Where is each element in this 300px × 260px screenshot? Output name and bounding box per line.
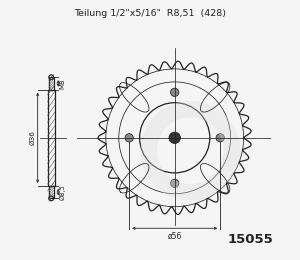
Circle shape — [170, 179, 179, 187]
Bar — [49, 186, 53, 198]
Text: Teilung 1/2"x5/16"  R8,51  (428): Teilung 1/2"x5/16" R8,51 (428) — [74, 9, 226, 18]
Circle shape — [216, 134, 224, 142]
Text: 15055: 15055 — [228, 233, 274, 246]
Circle shape — [169, 132, 180, 144]
Text: M8: M8 — [59, 78, 65, 89]
Circle shape — [170, 88, 179, 96]
Text: Ø36: Ø36 — [30, 130, 36, 145]
Bar — [49, 77, 53, 90]
Text: Ø8,5: Ø8,5 — [59, 184, 65, 200]
Bar — [48, 90, 55, 186]
Circle shape — [125, 134, 134, 142]
Text: ø56: ø56 — [167, 232, 182, 241]
